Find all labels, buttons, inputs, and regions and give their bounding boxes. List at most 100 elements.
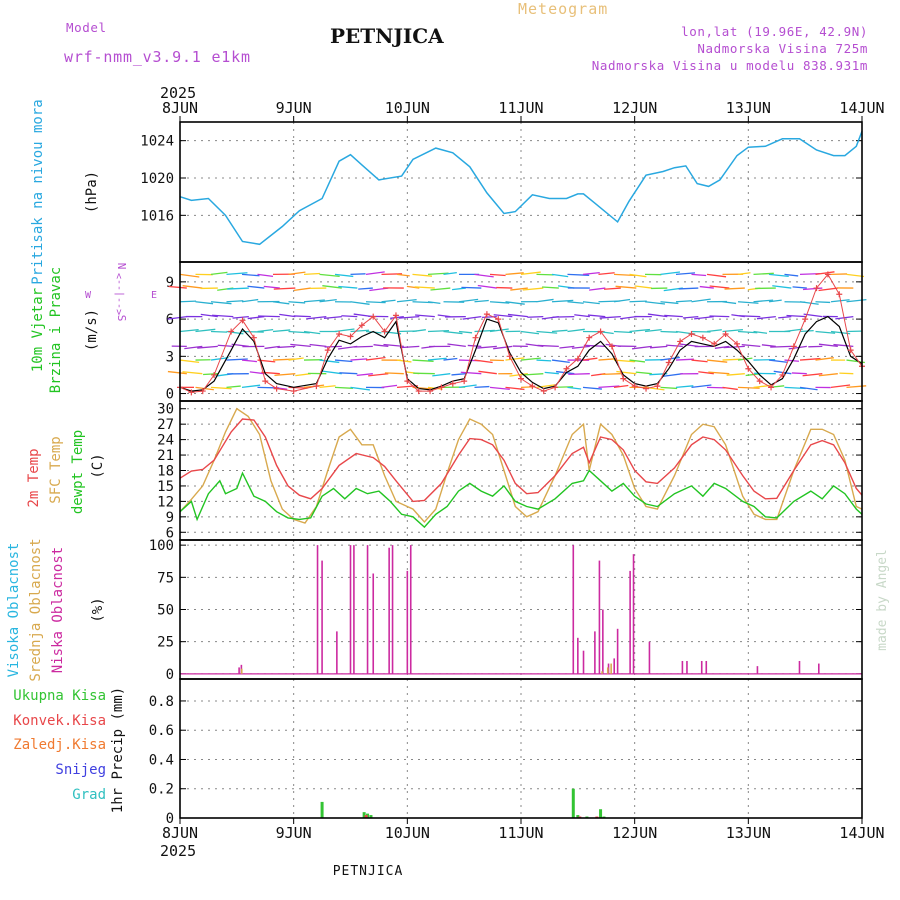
gust-marker: [711, 340, 718, 347]
wind-arrow: [322, 285, 342, 289]
wind-arrow: [241, 359, 258, 363]
wind-arrow: [551, 299, 574, 303]
wind-arrow: [350, 386, 370, 391]
wind-arrow: [210, 386, 232, 390]
wind-arrow: [616, 370, 637, 375]
x-tick-label-bottom: 12JUN: [612, 824, 657, 842]
wind-arrow: [427, 329, 450, 333]
y-tick-label: 27: [157, 417, 174, 433]
wind-arrow: [451, 373, 466, 376]
wind-arrow: [708, 371, 730, 375]
wind-arrow: [381, 299, 396, 303]
wind-arrow: [567, 328, 585, 333]
wind-arrow: [768, 273, 789, 278]
wind-arrow: [210, 271, 228, 276]
x-tick-label-top: 13JUN: [726, 99, 771, 117]
wind-arrow: [536, 298, 554, 303]
high-cloud-axis-title: Visoka Oblacnost: [6, 543, 22, 678]
precip-legend-item: Grad: [72, 787, 106, 803]
gust-marker: [677, 338, 684, 345]
wind-arrow: [741, 343, 761, 348]
wind-arrow: [212, 314, 234, 318]
wind-arrow: [478, 370, 497, 375]
wind-arrow: [167, 370, 187, 375]
y-tick-label: 6: [166, 312, 174, 328]
wind-arrow: [799, 329, 814, 333]
pressure-line: [179, 131, 863, 246]
gust-marker: [472, 334, 479, 341]
x-tick-label-bottom: 10JUN: [385, 824, 430, 842]
y-tick-label: 1016: [140, 208, 174, 224]
wind-arrow: [799, 301, 819, 305]
gust-marker: [415, 388, 422, 395]
dewpoint-axis-title: dewpt Temp: [70, 430, 86, 514]
wind-arrow: [675, 358, 694, 361]
wind-arrow: [467, 344, 482, 348]
wind-arrow: [309, 343, 327, 348]
compass-arrows: <--|-->: [114, 273, 125, 315]
total-rain-bar: [320, 801, 324, 818]
wind-arrow: [396, 298, 417, 303]
wind-arrow: [399, 345, 420, 349]
wind-arrow: [709, 285, 730, 289]
wind-arrow: [613, 330, 633, 334]
wind-arrow: [182, 371, 203, 375]
wind-arrow: [350, 273, 366, 276]
wind-arrow: [691, 298, 711, 303]
x-tick-label-bottom: 13JUN: [726, 824, 771, 842]
gust-marker: [813, 285, 820, 292]
gust-marker: [597, 328, 604, 335]
x-tick-label-bottom: 14JUN: [839, 824, 884, 842]
wind-arrow: [257, 273, 274, 278]
wind-arrow: [722, 358, 742, 361]
wind-arrow: [368, 373, 389, 377]
compass-e: E: [151, 290, 157, 301]
wind-arrow: [778, 315, 792, 319]
wind-arrow: [447, 343, 466, 348]
wind-arrow: [634, 285, 652, 289]
y-tick-label: 24: [157, 433, 174, 449]
y-tick-label: 0.6: [149, 723, 174, 739]
y-tick-label: 15: [157, 479, 174, 495]
wind-arrow: [556, 370, 575, 375]
gust-marker: [688, 330, 695, 337]
wind-arrow: [629, 300, 647, 303]
wind-arrow: [598, 272, 615, 276]
gust-marker: [563, 365, 570, 372]
wind-arrow: [520, 357, 541, 361]
wind-arrow: [288, 386, 308, 389]
x-tick-label-top: 14JUN: [839, 99, 884, 117]
wind-arrow: [279, 313, 296, 318]
dewpoint-line: [179, 469, 863, 529]
wind-arrow: [537, 344, 559, 348]
wind-arrow: [818, 343, 838, 348]
gust-marker: [336, 330, 343, 337]
gust-marker: [518, 375, 524, 382]
wind-arrow: [660, 386, 678, 390]
temp-units: (C): [90, 453, 106, 478]
wind-arrow: [582, 386, 602, 390]
wind-arrow: [737, 357, 753, 361]
gust-marker: [529, 383, 536, 390]
wind-arrow: [582, 271, 600, 276]
wind-arrow: [788, 345, 807, 350]
wind-arrow: [210, 357, 229, 361]
temp2m-line: [179, 418, 863, 503]
gust-marker: [779, 371, 786, 378]
wind-arrow: [412, 386, 431, 390]
elevation-readout: Nadmorska Visina 725m: [697, 41, 868, 56]
year-label-top: 2025: [160, 84, 196, 102]
gust-marker: [250, 334, 257, 341]
x-tick-label-top: 11JUN: [498, 99, 543, 117]
wind-arrow: [724, 287, 745, 290]
wind-arrow: [629, 273, 647, 278]
wind-arrow: [678, 287, 699, 290]
wind-arrow: [489, 386, 510, 390]
wind-arrow: [489, 301, 510, 304]
wind-arrow: [288, 301, 306, 304]
gust-marker: [665, 359, 672, 366]
panel-frame: [179, 400, 863, 541]
gust-marker: [733, 340, 740, 347]
wind-arrow: [599, 315, 621, 319]
x-tick-label-top: 9JUN: [276, 99, 312, 117]
